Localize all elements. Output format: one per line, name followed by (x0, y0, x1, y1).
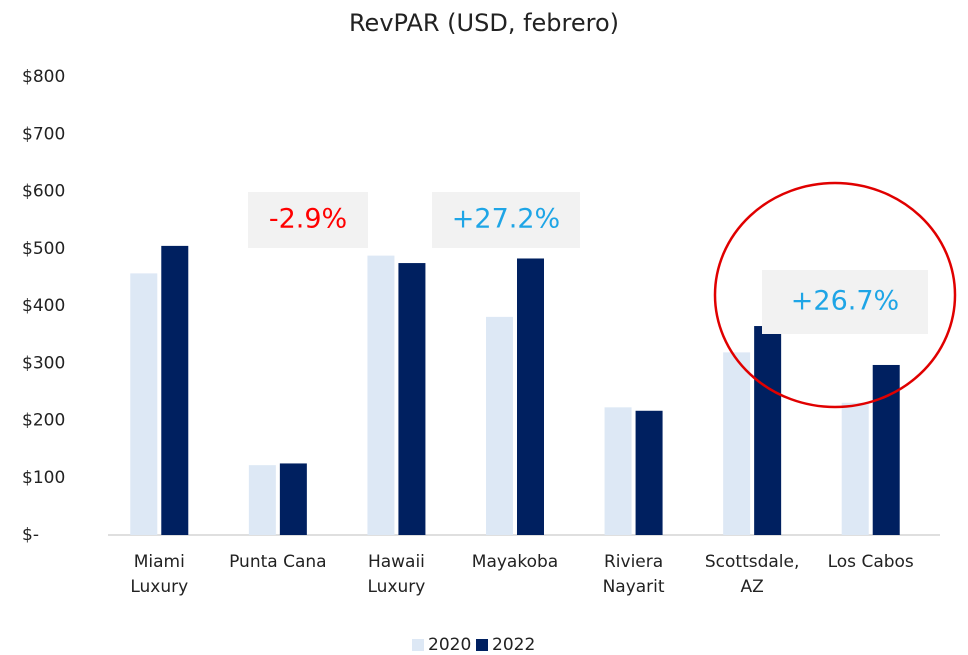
annotation-box (432, 192, 580, 248)
annotation-text: +27.2% (452, 204, 560, 235)
x-tick-label: Scottsdale, AZ (704, 552, 800, 597)
bar (279, 463, 307, 535)
bar (517, 258, 544, 535)
y-tick-label: $700 (22, 124, 65, 144)
x-tick-label: Miami Luxury (130, 552, 189, 597)
bar (635, 410, 663, 535)
annotation-text: +26.7% (791, 286, 899, 317)
y-tick-label: $300 (22, 353, 65, 373)
annotation-box (248, 192, 368, 248)
x-tick-label: Punta Cana (229, 552, 327, 572)
x-tick-label: Hawaii Luxury (367, 552, 426, 597)
legend-label: 2020 (428, 635, 471, 655)
bar (604, 407, 632, 535)
bar (130, 273, 158, 535)
bar (486, 316, 513, 535)
bar (398, 263, 426, 535)
legend-swatch (476, 639, 488, 651)
legend-label: 2022 (492, 635, 535, 655)
y-tick-label: $500 (22, 239, 65, 259)
bar (248, 465, 276, 535)
y-tick-label: $600 (22, 182, 65, 202)
chart-title: RevPAR (USD, febrero) (349, 9, 619, 37)
x-tick-label: Mayakoba (471, 552, 559, 572)
bar (367, 255, 395, 535)
x-tick-label: Los Cabos (827, 552, 914, 572)
y-tick-label: $400 (22, 296, 65, 316)
annotation-text: -2.9% (269, 204, 347, 235)
bar (754, 326, 782, 535)
highlight-circle (713, 181, 957, 409)
y-tick-label: $- (22, 525, 39, 545)
bar (161, 245, 189, 535)
y-tick-label: $200 (22, 411, 65, 431)
y-tick-label: $100 (22, 468, 65, 488)
x-tick-label: Riviera Nayarit (602, 552, 665, 597)
annotation-box (762, 270, 928, 334)
bar (723, 352, 751, 535)
y-tick-label: $800 (22, 67, 65, 87)
legend-swatch (412, 639, 424, 651)
bar (841, 402, 869, 535)
